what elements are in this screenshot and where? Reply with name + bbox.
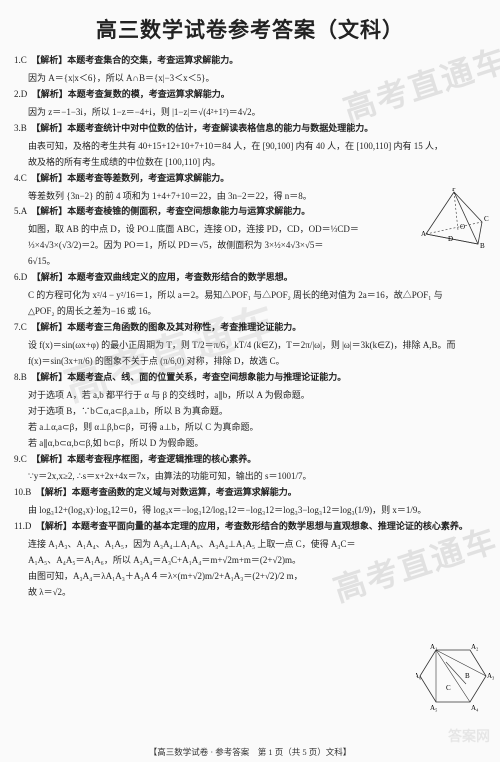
question-head: 5.A 【解析】本题考查棱锥的侧面积，考查空间想象能力与运算求解能力。	[14, 205, 486, 219]
svg-text:A₅: A₅	[430, 704, 438, 712]
explanation-line: 由表可知，及格的考生共有 40+15+12+10+7+10＝84 人，在 [90…	[14, 140, 486, 154]
question-number: 5.A	[14, 206, 36, 216]
svg-text:P: P	[452, 188, 456, 193]
explanation-line: 对于选项 A，若 a,b 都平行于 α 与 β 的交线时，a∥b，所以 A 为假…	[14, 389, 486, 403]
answer-site-watermark: 答案网	[448, 726, 490, 746]
question-head: 2.D 【解析】本题考查复数的模，考查运算求解能力。	[14, 88, 486, 102]
analysis-tag: 【解析】本题考查三角函数的图象及其对称性，考查推理论证能力。	[36, 322, 302, 332]
explanation-line: 设 f(x)＝sin(ωx+φ) 的最小正周期为 T，则 T/2＝π/6，kT/…	[14, 339, 486, 353]
explanation-line: 故 λ＝√2。	[14, 586, 486, 600]
analysis-tag: 【解析】本题考查程序框图，考查逻辑推理的核心素养。	[36, 454, 257, 464]
analysis-tag: 【解析】本题考查等差数列，考查运算求解能力。	[36, 173, 230, 183]
explanation-line: ∵y＝2x,x≥2, ∴s＝x+2x+4x＝7x，由算法的功能可知，输出的 s＝…	[14, 470, 486, 484]
explanation-line: C 的方程可化为 x²/4 − y²/16＝1，所以 a＝2。易知△POF₁ 与…	[14, 289, 486, 303]
questions-container: 1.C 【解析】本题考查集合的交集，考查运算求解能力。因为 A＝{x|x＜6}，…	[14, 54, 486, 600]
explanation-line: 故及格的所有考生成绩的中位数在 [100,110] 内。	[14, 156, 486, 170]
explanation-line: 6√15。	[14, 255, 486, 269]
question-head: 9.C 【解析】本题考查程序框图，考查逻辑推理的核心素养。	[14, 453, 486, 467]
page-title: 高三数学试卷参考答案（文科）	[14, 14, 486, 44]
explanation-line: 若 a∥α,b⊂α,b⊂β,如 b⊂β，所以 D 为假命题。	[14, 437, 486, 451]
explanation-line: 等差数列 {3n−2} 的前 4 项和为 1+4+7+10＝22，由 3n−2＝…	[14, 190, 486, 204]
svg-text:O: O	[460, 223, 465, 231]
question-number: 1.C	[14, 55, 36, 65]
analysis-tag: 【解析】本题考查棱锥的侧面积，考查空间想象能力与运算求解能力。	[36, 206, 311, 216]
question-head: 1.C 【解析】本题考查集合的交集，考查运算求解能力。	[14, 54, 486, 68]
analysis-tag: 【解析】本题考查函数的定义域与对数运算，考查运算求解能力。	[40, 487, 297, 497]
analysis-tag: 【解析】本题考查点、线、面的位置关系，考查空间想象能力与推理论证能力。	[36, 372, 347, 382]
question-number: 10.B	[14, 487, 40, 497]
hexagon-diagram: A₁ A₂ A₃ A₄ A₅ A₆ B C	[416, 640, 494, 714]
explanation-line: △POF₂ 的周长之差为−16 或 16。	[14, 305, 486, 319]
explanation-line: ⅓×4√3×(√3/2)＝2。因为 PO＝1，所以 PD＝√5，故侧面积为 3×…	[14, 239, 486, 253]
explanation-line: 因为 z＝−1−3i，所以 1−z＝−4+i，则 |1−z|＝√(4²+1²)＝…	[14, 106, 486, 120]
explanation-line: 如图，取 AB 的中点 D，设 PO⊥底面 ABC，连接 OD，连接 PD，CD…	[14, 223, 486, 237]
page-footer: 【高三数学试卷 · 参考答案 第 1 页（共 5 页）文科】	[0, 746, 500, 758]
question-head: 6.D 【解析】本题考查双曲线定义的应用，考查数形结合的数学思想。	[14, 271, 486, 285]
svg-text:C: C	[484, 215, 489, 223]
explanation-line: 由 log₃12+(log₃x)·log₃12＝0，得 log₃x＝−log₃1…	[14, 504, 486, 518]
question-head: 3.B 【解析】本题考查统计中对中位数的估计，考查解读表格信息的能力与数据处理能…	[14, 122, 486, 136]
explanation-line: f(x)＝sin(3x+π/6) 的图象不关于点 (π/6,0) 对称，排除 D…	[14, 355, 486, 369]
svg-text:A₁: A₁	[430, 643, 438, 651]
explanation-line: A₁A₅、A₄A₅＝A₁A₆，所以 A₃A₄＝A₃C+A₁A₄＝m+√2m+m＝…	[14, 554, 486, 568]
question-number: 8.B	[14, 372, 36, 382]
explanation-line: 对于选项 B，∵b⊂α,a⊂β,a⊥b，所以 B 为真命题。	[14, 405, 486, 419]
question-head: 4.C 【解析】本题考查等差数列，考查运算求解能力。	[14, 172, 486, 186]
question-number: 3.B	[14, 123, 36, 133]
analysis-tag: 【解析】本题考查集合的交集，考查运算求解能力。	[36, 55, 239, 65]
question-number: 11.D	[14, 521, 40, 531]
svg-text:A₃: A₃	[487, 672, 494, 680]
question-head: 11.D 【解析】本题考查平面向量的基本定理的应用，考查数形结合的数学思想与直观…	[14, 520, 486, 534]
svg-text:A₆: A₆	[416, 672, 422, 680]
question-number: 4.C	[14, 173, 36, 183]
question-number: 9.C	[14, 454, 36, 464]
svg-text:A₂: A₂	[471, 643, 479, 651]
svg-text:B: B	[465, 672, 470, 680]
explanation-line: 连接 A₁A₃、A₁A₄、A₁A₅，因为 A₃A₄⊥A₁A₆、A₃A₄⊥A₁A₅…	[14, 538, 486, 552]
analysis-tag: 【解析】本题考查复数的模，考查运算求解能力。	[36, 89, 230, 99]
explanation-line: 若 a⊥α,a⊂β，则 α⊥β,b⊂β，可得 a⊥b，所以 C 为真命题。	[14, 421, 486, 435]
question-number: 6.D	[14, 272, 36, 282]
svg-text:A₄: A₄	[471, 704, 479, 712]
analysis-tag: 【解析】本题考查平面向量的基本定理的应用，考查数形结合的数学思想与直观想象、推理…	[40, 521, 468, 531]
explanation-line: 因为 A＝{x|x＜6}，所以 A∩B＝{x|−3＜x＜5}。	[14, 72, 486, 86]
analysis-tag: 【解析】本题考查统计中对中位数的估计，考查解读表格信息的能力与数据处理能力。	[36, 123, 374, 133]
tetrahedron-diagram: P A B C D O	[418, 188, 490, 250]
question-head: 10.B 【解析】本题考查函数的定义域与对数运算，考查运算求解能力。	[14, 486, 486, 500]
svg-text:D: D	[448, 235, 453, 243]
explanation-line: 由图可知，A₃A₄＝λA₁A₃＋A₃A４＝λ×(m+√2)m/2+A₁A₃＝(2…	[14, 570, 486, 584]
svg-text:C: C	[446, 684, 451, 692]
svg-text:B: B	[480, 242, 485, 250]
question-head: 7.C 【解析】本题考查三角函数的图象及其对称性，考查推理论证能力。	[14, 321, 486, 335]
question-head: 8.B 【解析】本题考查点、线、面的位置关系，考查空间想象能力与推理论证能力。	[14, 371, 486, 385]
svg-text:A: A	[421, 230, 426, 238]
question-number: 2.D	[14, 89, 36, 99]
question-number: 7.C	[14, 322, 36, 332]
analysis-tag: 【解析】本题考查双曲线定义的应用，考查数形结合的数学思想。	[36, 272, 293, 282]
